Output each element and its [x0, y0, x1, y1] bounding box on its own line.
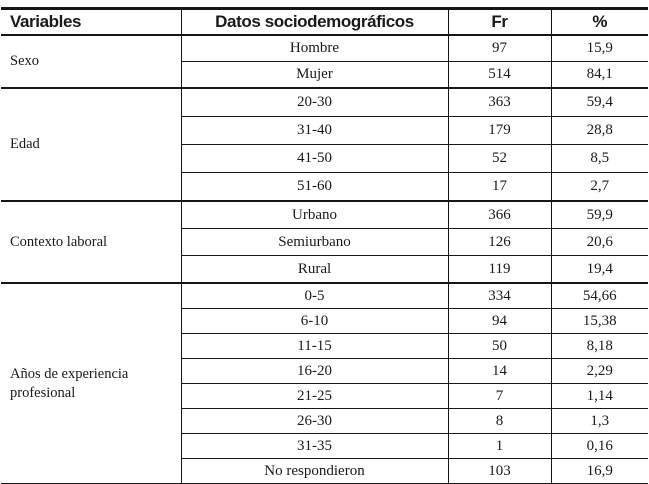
fr-cell: 363: [447, 87, 552, 117]
fr-cell: 514: [447, 61, 552, 88]
fr-cell: 52: [447, 144, 552, 173]
pct-cell: 84,1: [551, 61, 648, 88]
category-cell: Urbano: [180, 200, 448, 229]
table-row: 6-10 94 15,38: [1, 308, 648, 334]
category-cell: 0-5: [180, 282, 448, 309]
pct-cell: 59,9: [551, 200, 648, 229]
fr-cell: 1: [447, 433, 552, 459]
table-row: Años de experiencia profesional 0-5 334 …: [1, 282, 648, 484]
category-cell: 51-60: [180, 172, 448, 201]
category-cell: 11-15: [180, 333, 448, 359]
col-header-pct: %: [551, 8, 648, 36]
pct-cell: 8,5: [551, 144, 648, 173]
table-row: 16-20 14 2,29: [1, 358, 648, 384]
pct-cell: 2,7: [551, 172, 648, 201]
col-header-fr: Fr: [447, 8, 552, 36]
table-row: 21-25 7 1,14: [1, 383, 648, 409]
pct-cell: 15,9: [551, 34, 648, 62]
category-cell: 21-25: [180, 383, 448, 409]
pct-cell: 1,3: [551, 408, 648, 434]
category-cell: Hombre: [180, 34, 448, 62]
fr-cell: 8: [447, 408, 552, 434]
table-row: Rural 119 19,4: [1, 255, 648, 283]
header-row: Variables Datos sociodemográficos Fr %: [1, 8, 648, 36]
table-row: 11-15 50 8,18: [1, 333, 648, 359]
variable-cell-sexo: Sexo: [10, 53, 39, 70]
fr-cell: 119: [447, 255, 552, 283]
table-row: Mujer 514 84,1: [1, 61, 648, 88]
table-row: Edad 20-30 363 59,4: [1, 87, 648, 201]
fr-cell: 97: [447, 34, 552, 62]
pct-cell: 20,6: [551, 228, 648, 256]
category-cell: No respondieron: [180, 458, 448, 484]
variable-cell-anos-experiencia: Años de experiencia profesional: [1, 282, 181, 484]
fr-cell: 14: [447, 358, 552, 384]
col-header-datos: Datos sociodemográficos: [180, 8, 448, 36]
fr-cell: 17: [447, 172, 552, 201]
pct-cell: 8,18: [551, 333, 648, 359]
table-row: 31-40 179 28,8: [1, 116, 648, 145]
pct-cell: 15,38: [551, 308, 648, 334]
pct-cell: 54,66: [551, 282, 648, 309]
variable-cell-edad: Edad: [1, 87, 181, 201]
category-cell: 16-20: [180, 358, 448, 384]
category-cell: 31-35: [180, 433, 448, 459]
variable-cell-contexto-laboral: Contexto laboral: [1, 200, 181, 283]
table-row: 51-60 17 2,7: [1, 172, 648, 201]
table-row: No respondieron 103 16,9: [1, 458, 648, 484]
category-cell: 20-30: [180, 87, 448, 117]
fr-cell: 103: [447, 458, 552, 484]
table-row: 41-50 52 8,5: [1, 144, 648, 173]
demographics-table: Variables Datos sociodemográficos Fr % S…: [1, 7, 648, 484]
fr-cell: 366: [447, 200, 552, 229]
fr-cell: 94: [447, 308, 552, 334]
pct-cell: 1,14: [551, 383, 648, 409]
col-header-variables: Variables: [1, 8, 181, 36]
category-cell: Semiurbano: [180, 228, 448, 256]
pct-cell: 0,16: [551, 433, 648, 459]
category-cell: 31-40: [180, 116, 448, 145]
table-row: 31-35 1 0,16: [1, 433, 648, 459]
table-row: 26-30 8 1,3: [1, 408, 648, 434]
table-row: Contexto laboral Urbano 366 59,9: [1, 200, 648, 283]
table-row: Semiurbano 126 20,6: [1, 228, 648, 256]
fr-cell: 179: [447, 116, 552, 145]
fr-cell: 50: [447, 333, 552, 359]
category-cell: 6-10: [180, 308, 448, 334]
pct-cell: 16,9: [551, 458, 648, 484]
pct-cell: 19,4: [551, 255, 648, 283]
pct-cell: 28,8: [551, 116, 648, 145]
category-cell: Rural: [180, 255, 448, 283]
table-row: Sexo Hombre 97 15,9: [1, 34, 648, 69]
category-cell: Mujer: [180, 61, 448, 88]
pct-cell: 59,4: [551, 87, 648, 117]
pct-cell: 2,29: [551, 358, 648, 384]
category-cell: 26-30: [180, 408, 448, 434]
fr-cell: 126: [447, 228, 552, 256]
fr-cell: 334: [447, 282, 552, 309]
fr-cell: 7: [447, 383, 552, 409]
category-cell: 41-50: [180, 144, 448, 173]
